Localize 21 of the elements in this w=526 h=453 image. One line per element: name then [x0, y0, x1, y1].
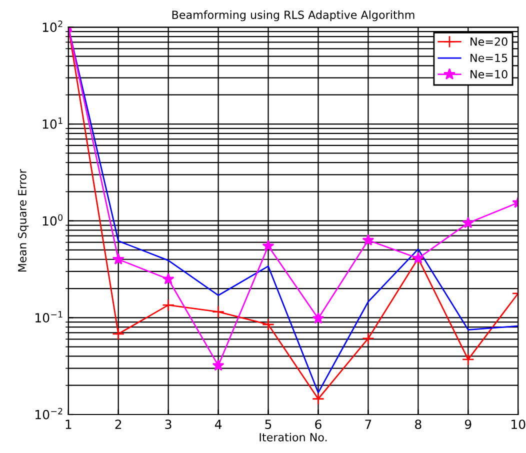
- x-tick-label: 6: [315, 420, 322, 430]
- y-tick-label: 10$^{2}$: [42, 20, 62, 32]
- chart-title: Beamforming using RLS Adaptive Algorithm: [172, 10, 414, 22]
- x-tick-label: 8: [415, 420, 422, 430]
- y-tick-label: 10$^{1}$: [42, 118, 62, 129]
- x-tick-label: 5: [265, 420, 272, 430]
- y-tick-label: 10$^{−1}$: [36, 311, 62, 323]
- y-axis-title: Mean Square Error: [18, 169, 29, 272]
- x-axis-title: Iteration No.: [260, 432, 327, 442]
- y-tick-label: 10$^{0}$: [42, 214, 63, 226]
- x-tick-label: 10: [512, 420, 526, 430]
- x-tick-label: 1: [66, 420, 72, 429]
- legend-label: Ne=15: [470, 54, 508, 62]
- x-tick-label: 2: [115, 420, 122, 429]
- x-tick-label: 3: [165, 420, 172, 430]
- y-tick-label: 10$^{−2}$: [36, 408, 62, 420]
- x-tick-label: 9: [464, 420, 472, 430]
- x-tick-label: 4: [214, 420, 222, 429]
- legend-label: Ne=20: [470, 37, 508, 46]
- x-tick-label: 7: [365, 420, 372, 429]
- legend-label: Ne=10: [470, 70, 508, 78]
